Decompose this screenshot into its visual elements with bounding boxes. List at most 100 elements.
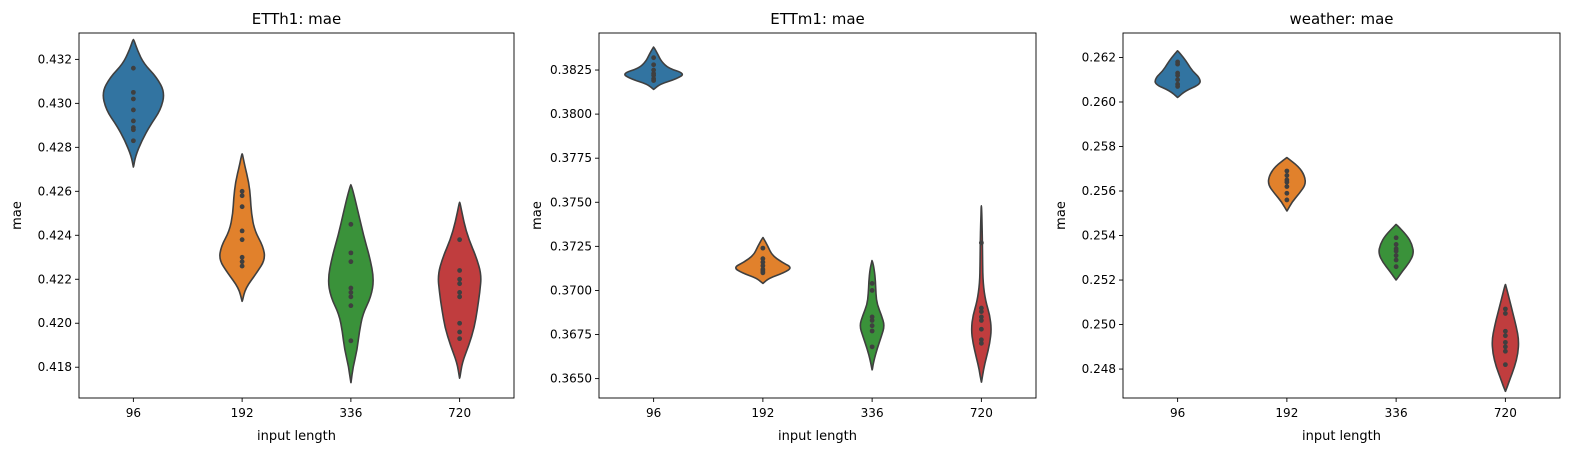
x-tick-label: 336 — [1385, 406, 1408, 420]
x-tick-label: 192 — [231, 406, 254, 420]
y-tick-label: 0.418 — [38, 360, 72, 374]
y-tick-label: 0.428 — [38, 140, 72, 154]
data-point — [651, 55, 657, 61]
y-tick-label: 0.422 — [38, 272, 72, 286]
data-point — [978, 240, 984, 246]
data-point — [978, 326, 984, 332]
data-point — [457, 281, 463, 287]
data-point — [869, 323, 875, 329]
y-tick-label: 0.432 — [38, 52, 72, 66]
data-point — [651, 72, 657, 78]
data-point — [348, 259, 354, 265]
data-point — [457, 320, 463, 326]
x-tick-label: 96 — [1170, 406, 1185, 420]
violin-96 — [102, 38, 165, 168]
violin-192 — [219, 153, 266, 303]
data-point — [1175, 61, 1181, 67]
y-tick-label: 0.260 — [1082, 95, 1116, 109]
y-tick-label: 0.3825 — [550, 63, 592, 77]
data-point — [760, 259, 766, 265]
data-point — [1502, 348, 1508, 354]
data-point — [978, 314, 984, 320]
x-tick-label: 192 — [1275, 406, 1298, 420]
data-point — [239, 259, 245, 265]
data-point — [978, 305, 984, 311]
y-tick-label: 0.258 — [1082, 140, 1116, 154]
data-point — [1284, 168, 1290, 174]
data-point — [239, 237, 245, 243]
data-point — [869, 288, 875, 293]
x-axis-label: input length — [257, 429, 336, 444]
data-point — [130, 127, 136, 133]
subplot-ettm1: 0.3650 0.3675 0.3700 0.3725 0.3750 0.3775 0.38… — [530, 10, 1037, 444]
data-point — [239, 228, 245, 234]
data-point — [760, 270, 766, 276]
axes-frame — [1122, 32, 1561, 399]
data-point — [869, 280, 875, 286]
x-tick-label: 192 — [751, 406, 774, 420]
data-point — [457, 237, 463, 243]
x-tick-label: 96 — [646, 406, 661, 420]
x-tick-label: 336 — [861, 406, 884, 420]
x-tick-label: 720 — [448, 406, 471, 420]
x-axis-label: input length — [778, 429, 857, 444]
data-point — [1393, 248, 1399, 254]
data-point — [978, 318, 984, 323]
y-tick-label: 0.3750 — [550, 195, 592, 209]
data-point — [651, 62, 657, 68]
y-tick-label: 0.252 — [1082, 273, 1116, 287]
y-tick-label: 0.3700 — [550, 283, 592, 297]
y-tick-label: 0.248 — [1082, 362, 1116, 376]
data-point — [1502, 328, 1508, 334]
data-point — [869, 328, 875, 334]
subplot-weather: 0.248 0.250 0.252 0.254 0.256 0.258 0.260 0.262… — [1054, 10, 1561, 444]
data-point — [130, 65, 136, 71]
data-point — [1175, 84, 1181, 89]
data-point — [457, 336, 463, 342]
data-point — [130, 89, 136, 95]
chart-title: ETTm1: mae — [770, 10, 865, 28]
y-tick-label: 0.424 — [38, 228, 72, 242]
subplot-etth1: 0.418 0.420 0.422 0.424 0.426 0.428 0.430 0.432… — [10, 10, 515, 444]
data-point — [239, 188, 245, 194]
data-point — [1175, 77, 1181, 83]
x-axis-label: input length — [1302, 429, 1381, 444]
data-point — [1284, 190, 1290, 196]
data-point — [348, 250, 354, 256]
data-point — [1502, 306, 1508, 312]
data-point — [1284, 197, 1290, 203]
data-point — [1502, 362, 1508, 368]
y-tick-label: 0.250 — [1082, 318, 1116, 332]
data-point — [1284, 184, 1290, 189]
data-point — [1393, 253, 1399, 258]
y-tick-label: 0.262 — [1082, 50, 1116, 64]
data-point — [239, 263, 245, 269]
x-tick-label: 720 — [970, 406, 993, 420]
data-point — [457, 329, 463, 335]
y-axis-label: mae — [530, 201, 545, 230]
y-tick-label: 0.3675 — [550, 328, 592, 342]
data-point — [760, 263, 766, 269]
data-point — [1284, 179, 1290, 185]
data-point — [978, 337, 984, 343]
data-point — [1175, 72, 1181, 78]
data-point — [348, 221, 354, 227]
y-tick-label: 0.254 — [1082, 229, 1116, 243]
data-point — [978, 340, 984, 346]
data-point — [760, 256, 766, 262]
y-tick-label: 0.430 — [38, 96, 72, 110]
data-point — [348, 285, 354, 291]
data-point — [869, 318, 875, 323]
data-point — [1393, 264, 1399, 270]
data-point — [348, 338, 354, 344]
chart-title: weather: mae — [1289, 10, 1393, 28]
data-point — [239, 254, 245, 260]
data-point — [1284, 173, 1290, 178]
y-tick-label: 0.3775 — [550, 151, 592, 165]
data-point — [1502, 333, 1508, 339]
data-point — [348, 294, 354, 300]
violin-336 — [327, 183, 374, 384]
y-axis-label: mae — [10, 201, 25, 230]
violin-720 — [970, 205, 992, 383]
